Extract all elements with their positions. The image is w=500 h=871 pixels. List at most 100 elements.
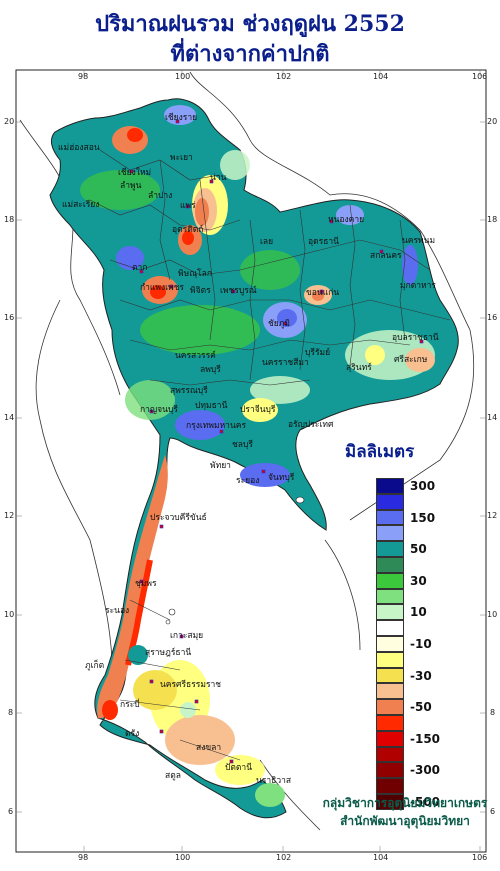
place-label: ประจวบคีรีขันธ์ xyxy=(150,513,207,523)
legend-swatch xyxy=(376,557,404,573)
place-label: นครศรีธรรมราช xyxy=(160,680,222,690)
place-label: สุรินทร์ xyxy=(346,363,372,373)
place-label: จันทบุรี xyxy=(268,473,295,483)
legend-swatch xyxy=(376,525,404,542)
place-label: กำแพงเพชร xyxy=(140,283,184,293)
legend-swatch xyxy=(376,762,404,779)
place-label: น่าน xyxy=(210,173,227,183)
lat-tick: 16 xyxy=(4,313,15,322)
lon-tick: 106 xyxy=(472,72,488,81)
place-label: สงขลา xyxy=(196,743,222,753)
legend-swatch xyxy=(376,699,404,715)
place-label: ภูเก็ต xyxy=(85,661,105,671)
lon-tick: 104 xyxy=(373,853,389,862)
place-label: เชียงราย xyxy=(165,113,198,123)
legend-swatch xyxy=(376,588,404,605)
lat-tick: 8 xyxy=(490,708,496,717)
legend-label: 150 xyxy=(410,510,436,525)
place-label: ชัยภูมิ xyxy=(268,319,290,329)
place-label: สุราษฎร์ธานี xyxy=(145,648,192,658)
legend-swatch xyxy=(376,730,404,747)
legend-swatch xyxy=(376,478,404,494)
place-label: ชลบุรี xyxy=(232,440,253,450)
place-label: แพร่ xyxy=(180,201,196,211)
legend-swatch xyxy=(376,715,404,731)
lat-tick: 20 xyxy=(4,117,15,126)
place-label: เพชรบูรณ์ xyxy=(220,286,257,296)
lat-tick: 8 xyxy=(8,708,14,717)
place-label: นราธิวาส xyxy=(256,776,292,786)
place-label: ปราจีนบุรี xyxy=(240,405,276,415)
place-label: ลำพูน xyxy=(120,181,142,191)
legend-swatch xyxy=(376,620,404,636)
place-label: นครราชสีมา xyxy=(262,358,309,368)
lat-tick: 12 xyxy=(4,511,15,520)
place-label: นครสวรรค์ xyxy=(175,351,216,361)
place-label: สตูล xyxy=(165,771,181,781)
legend-swatch xyxy=(376,509,404,526)
legend-label: 50 xyxy=(410,542,427,557)
place-label: อุบลราชธานี xyxy=(392,333,439,343)
place-label: ตาก xyxy=(132,263,148,273)
legend-swatch xyxy=(376,778,404,794)
legend-swatch xyxy=(376,667,404,684)
lon-tick: 100 xyxy=(175,853,191,862)
legend-title: มิลลิเมตร xyxy=(345,442,415,462)
place-label: กรุงเทพมหานคร xyxy=(186,421,247,431)
lat-tick: 18 xyxy=(4,215,15,224)
place-label: แม่ฮ่องสอน xyxy=(58,143,100,153)
legend-label: -300 xyxy=(410,763,441,778)
place-label: ลำปาง xyxy=(148,191,173,201)
lon-tick: 104 xyxy=(373,72,389,81)
lat-tick: 18 xyxy=(487,215,498,224)
legend-swatch xyxy=(376,541,404,557)
place-label: เลย xyxy=(260,237,274,247)
place-label: เกาะสมุย xyxy=(170,631,204,641)
station-markers xyxy=(129,119,424,764)
lat-tick: 6 xyxy=(8,807,14,816)
place-label: แม่สะเรียง xyxy=(62,200,100,210)
credit-line-2: สำนักพัฒนาอุตุนิยมวิทยา xyxy=(340,814,470,828)
place-label: สกลนคร xyxy=(370,251,402,261)
place-label: อุตรดิตถ์ xyxy=(172,225,204,235)
place-label: กาญจนบุรี xyxy=(140,405,178,415)
place-label: อุดรธานี xyxy=(308,237,339,247)
place-label: ขอนแก่น xyxy=(306,288,340,298)
legend-swatch xyxy=(376,651,404,668)
map-title-line-2: ที่ต่างจากค่าปกติ xyxy=(170,41,330,67)
lat-tick: 6 xyxy=(490,807,496,816)
legend-label: 300 xyxy=(410,479,436,493)
lat-tick: 10 xyxy=(487,610,498,619)
place-label: พิษณุโลก xyxy=(178,269,213,279)
legend-label: 10 xyxy=(410,605,427,620)
legend-label: 30 xyxy=(410,573,427,588)
legend-swatch xyxy=(376,746,404,763)
place-label: พัทยา xyxy=(210,461,231,471)
place-label: นครพนม xyxy=(402,236,436,246)
lat-tick: 14 xyxy=(4,413,15,422)
map-title-line-1: ปริมาณฝนรวม ช่วงฤดูฝน 2552 xyxy=(95,11,405,37)
islands xyxy=(165,496,305,625)
place-label: ปทุมธานี xyxy=(195,401,228,411)
lat-tick: 20 xyxy=(487,117,498,126)
place-label: อรัญประเทศ xyxy=(288,420,334,430)
place-label: ชุมพร xyxy=(135,579,157,589)
legend-swatch xyxy=(376,636,404,652)
place-label: สุพรรณบุรี xyxy=(170,386,208,396)
graticule xyxy=(16,70,486,852)
lon-tick: 98 xyxy=(78,72,89,81)
lon-tick: 102 xyxy=(276,853,292,862)
legend-label: -10 xyxy=(410,637,432,651)
legend-label: -30 xyxy=(410,668,432,683)
place-label: เชียงใหม่ xyxy=(118,168,152,178)
legend-swatch xyxy=(376,572,404,589)
place-label: พิจิตร xyxy=(190,286,211,296)
lon-tick: 102 xyxy=(276,72,292,81)
legend-swatch xyxy=(376,604,404,621)
legend-swatch xyxy=(376,493,404,510)
legend-swatch xyxy=(376,683,404,700)
place-label: ศรีสะเกษ xyxy=(394,355,428,365)
place-label: ระนอง xyxy=(105,606,130,616)
place-label: หนองคาย xyxy=(328,215,365,225)
